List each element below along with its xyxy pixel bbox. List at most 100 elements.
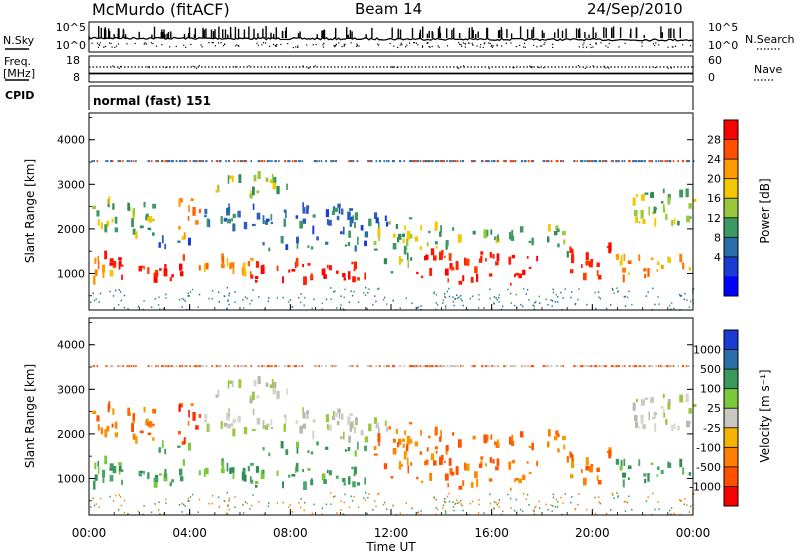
- velocity-cell: [352, 481, 356, 488]
- velocity-cell: [198, 470, 201, 476]
- velocity-cell: [571, 454, 574, 461]
- nsearch-dot: [190, 43, 192, 45]
- power-cell: [452, 227, 455, 231]
- velocity-cell: [208, 502, 210, 505]
- power-cell: [255, 261, 259, 268]
- velocity-cell: [192, 365, 195, 368]
- velocity-cell: [464, 462, 467, 471]
- nsearch-dot: [608, 42, 610, 45]
- velocity-cell: [294, 466, 297, 474]
- velocity-cell: [283, 423, 286, 432]
- velocity-cell: [246, 502, 248, 505]
- power-cell: [404, 225, 406, 230]
- velocity-cell: [462, 365, 464, 368]
- velocity-cell: [397, 442, 400, 448]
- velocity-cell: [563, 444, 566, 450]
- power-cell: [470, 277, 474, 283]
- velocity-cell: [364, 436, 369, 443]
- velocity-cell: [227, 504, 229, 506]
- nsky-spike: [565, 28, 567, 38]
- power-cell: [220, 263, 225, 269]
- velocity-cell: [353, 466, 357, 475]
- power-cell: [588, 160, 591, 163]
- colorbar-segment: [724, 408, 738, 429]
- power-cell: [145, 213, 149, 220]
- velocity-cell: [642, 424, 646, 429]
- velocity-cell: [229, 380, 233, 384]
- velocity-cell: [348, 435, 351, 443]
- nsky-spike: [224, 29, 227, 38]
- nsky-spike: [170, 31, 172, 38]
- velocity-cell: [413, 365, 415, 368]
- velocity-cell: [599, 365, 601, 368]
- nsearch-dot: [490, 45, 492, 47]
- power-cell: [256, 190, 260, 194]
- velocity-cell: [112, 408, 115, 415]
- power-cell: [373, 248, 378, 251]
- velocity-cell: [234, 506, 236, 508]
- power-cell: [229, 262, 232, 269]
- velocity-cell: [435, 507, 437, 509]
- power-cell: [183, 160, 185, 163]
- power-cell: [188, 205, 190, 213]
- power-cell: [434, 160, 437, 163]
- power-cell: [664, 160, 666, 163]
- power-cell: [328, 219, 332, 226]
- nsearch-dot: [144, 42, 146, 44]
- nsky-spike: [635, 27, 638, 38]
- velocity-cell: [356, 482, 360, 486]
- power-cell: [310, 246, 314, 250]
- power-cell: [649, 160, 652, 163]
- power-cell: [672, 160, 675, 163]
- power-cell: [679, 295, 682, 297]
- power-cell: [352, 160, 355, 163]
- power-cell: [147, 267, 150, 275]
- velocity-cell: [150, 511, 153, 514]
- velocity-cell: [204, 420, 207, 423]
- nave-dot: [605, 67, 607, 69]
- velocity-cell: [187, 500, 189, 502]
- power-cell: [135, 231, 138, 239]
- power-cell: [184, 300, 186, 302]
- freq-panel-frame: [88, 55, 694, 83]
- velocity-cell: [378, 427, 380, 434]
- power-cell: [326, 219, 329, 225]
- power-cell: [316, 236, 319, 241]
- power-cell: [205, 262, 209, 270]
- nsky-spike: [673, 28, 675, 38]
- power-cell: [444, 255, 446, 258]
- nsearch-dot: [306, 44, 308, 46]
- velocity-cell: [270, 419, 273, 426]
- nsearch-dot: [427, 42, 429, 44]
- velocity-cell: [262, 447, 265, 451]
- power-cell: [289, 299, 291, 301]
- velocity-cell: [619, 465, 623, 471]
- nsearch-dot: [437, 45, 439, 47]
- nsearch-dot: [275, 45, 277, 47]
- power-cell: [336, 307, 338, 309]
- colorbar-segment: [724, 237, 738, 258]
- power-cell: [484, 160, 487, 163]
- velocity-cell: [166, 365, 169, 368]
- velocity-cell: [153, 477, 158, 482]
- velocity-cell: [143, 505, 145, 507]
- velocity-cell: [536, 460, 539, 467]
- velocity-cell: [533, 513, 536, 515]
- velocity-cell: [179, 476, 184, 482]
- velocity-cell: [681, 365, 684, 368]
- nsearch-dot: [488, 42, 490, 44]
- velocity-cell: [286, 388, 288, 395]
- velocity-cell: [333, 496, 335, 498]
- power-cell: [230, 262, 235, 268]
- power-cell: [105, 160, 107, 163]
- velocity-cell: [550, 504, 552, 506]
- velocity-cell: [200, 365, 203, 368]
- colorbar-segment: [724, 198, 738, 219]
- nsky-spike: [321, 30, 323, 38]
- power-cell: [598, 296, 600, 298]
- velocity-cell: [295, 365, 297, 368]
- nsky-spike: [227, 34, 229, 38]
- velocity-cell: [557, 501, 559, 503]
- power-cell: [152, 232, 155, 236]
- power-cell: [119, 291, 122, 293]
